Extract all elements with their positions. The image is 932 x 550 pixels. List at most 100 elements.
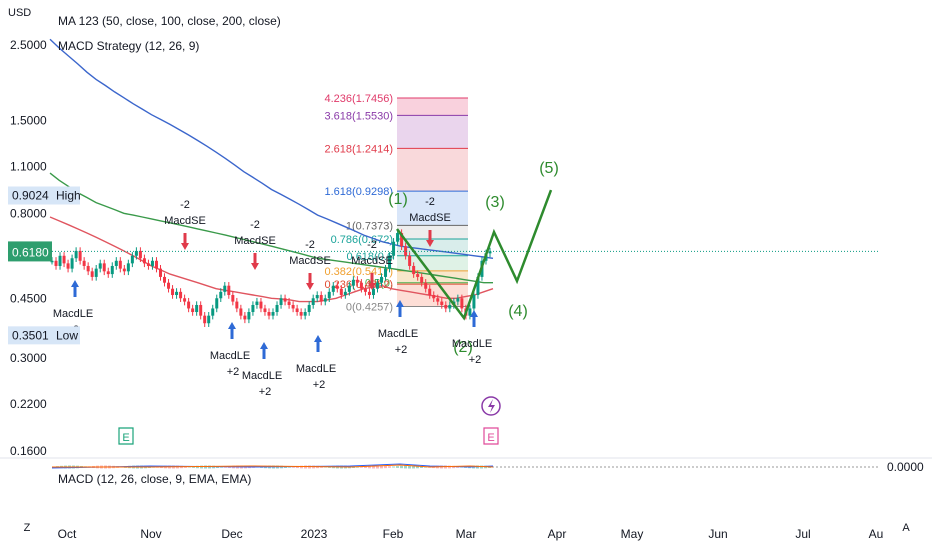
macd-histogram-bar: [404, 465, 407, 469]
macd-pane-legend[interactable]: MACD (12, 26, close, 9, EMA, EMA): [58, 472, 252, 486]
candle-body: [171, 288, 175, 296]
wave-label: (1): [388, 191, 408, 208]
candle-body: [82, 260, 86, 266]
candle-body: [215, 298, 219, 309]
candle-body: [74, 250, 78, 259]
candle-body: [404, 246, 408, 256]
candle-body: [267, 312, 271, 316]
macd-histogram-bar: [412, 465, 415, 469]
long-entry-arrow-icon: [71, 280, 79, 297]
candle-body: [175, 291, 179, 296]
macd-pane: 0.0000: [0, 457, 932, 474]
x-tick-label: Oct: [58, 527, 77, 541]
long-entry-arrow-icon: [228, 322, 236, 339]
candle-body: [259, 301, 263, 309]
candle-body: [134, 250, 138, 256]
macd-histogram-bar: [388, 466, 391, 468]
candle-body: [251, 304, 255, 313]
y-axis: 2.5000 1.5000 1.1000 0.8000 0.4500 0.3000 0.22…: [10, 38, 47, 458]
candle-body: [420, 276, 424, 283]
candle-body: [283, 298, 287, 302]
x-tick-label: May: [621, 527, 644, 541]
candle-body: [98, 263, 102, 269]
x-tick-label: Jun: [708, 527, 727, 541]
candle-body: [363, 288, 367, 292]
candle-body: [392, 241, 396, 256]
signal-count: -2: [367, 239, 377, 251]
candle-body: [444, 304, 448, 309]
candle-body: [191, 308, 195, 313]
low-word-text: Low: [56, 328, 78, 342]
macd-histogram-bar: [364, 465, 367, 469]
candle-body: [327, 291, 331, 299]
candle-body: [295, 308, 299, 313]
candle-body: [154, 260, 158, 269]
macd-histogram-bar: [372, 465, 375, 469]
auto-scale-button[interactable]: A: [902, 522, 910, 534]
signal-label: MacdLE: [378, 328, 418, 340]
short-entry-arrow-icon: [181, 233, 189, 250]
signal-label: MacdLE: [452, 338, 492, 350]
fib-level-label: 1(0.7373): [346, 220, 393, 232]
x-tick-label: Apr: [548, 527, 567, 541]
macd-histogram-bar: [368, 465, 371, 469]
candle-body: [126, 263, 130, 272]
long-entry-arrow-icon: [396, 300, 404, 317]
candle-body: [90, 271, 94, 277]
low-value-tag: [8, 326, 52, 345]
fib-zone: [397, 148, 468, 192]
candle-body: [179, 291, 183, 299]
macd-histogram-bar: [420, 466, 423, 468]
macd-strategy-legend[interactable]: MACD Strategy (12, 26, 9): [58, 39, 200, 53]
fib-zone: [397, 225, 468, 240]
fib-level-label: 1.618(0.9298): [325, 186, 394, 198]
candle-body: [400, 233, 404, 247]
x-tick-label: Au: [869, 527, 884, 541]
candle-body: [436, 298, 440, 302]
wave-line: [396, 189, 553, 321]
signal-label: MacdSE: [351, 255, 393, 267]
macd-line: [51, 463, 494, 469]
y-tick-label: 1.5000: [10, 113, 47, 127]
fib-level-label: 4.236(1.7456): [325, 93, 394, 105]
candle-body: [130, 255, 134, 264]
signal-count: +2: [227, 366, 240, 378]
candle-body: [367, 291, 371, 296]
y-tick-label: 1.1000: [10, 159, 47, 173]
ma-line-200: [49, 38, 494, 259]
candle-body: [239, 308, 243, 316]
x-tick-label: Mar: [456, 527, 477, 541]
macd-histogram-bar: [380, 465, 383, 469]
candle-body: [456, 298, 460, 302]
candle-body: [299, 312, 303, 316]
candle-body: [199, 304, 203, 316]
candle-body: [195, 304, 199, 313]
candle-body: [343, 291, 347, 296]
candle-body: [118, 260, 122, 269]
signal-count: +2: [313, 379, 326, 391]
candle-body: [460, 298, 464, 309]
elliott-wave: (1) (2) (3) (4) (5): [388, 160, 559, 356]
high-word-tag: [52, 186, 80, 205]
candle-body: [255, 301, 259, 305]
candle-body: [122, 268, 126, 272]
signal-label: MacdSE: [234, 235, 276, 247]
macd-histogram-bar: [416, 465, 419, 469]
candle-body: [287, 301, 291, 305]
signal-count: +2: [259, 386, 272, 398]
candle-body: [50, 260, 54, 263]
candle-body: [416, 274, 420, 277]
earnings-marker-icon: [483, 427, 499, 445]
candle-body: [54, 260, 58, 266]
candle-body: [307, 304, 311, 313]
short-entry-arrow-icon: [426, 230, 434, 247]
ma-legend[interactable]: MA 123 (50, close, 100, close, 200, clos…: [58, 14, 281, 28]
currency-label: USD: [8, 7, 32, 19]
timezone-button[interactable]: Z: [23, 522, 31, 534]
candle-body: [432, 295, 436, 299]
earnings-marker-label: E: [487, 432, 494, 444]
candle-body: [263, 308, 267, 313]
high-value-tag: [8, 186, 52, 205]
